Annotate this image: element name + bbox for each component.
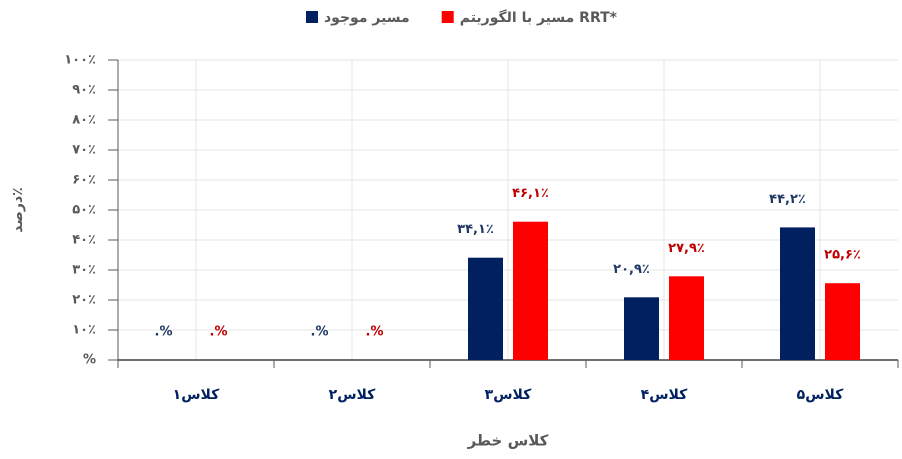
y-tick-label: ۶۰٪ — [72, 173, 96, 188]
bar — [825, 283, 860, 360]
x-tick-label: کلاس۳ — [485, 387, 532, 403]
y-tick-label: ۲۰٪ — [72, 293, 96, 308]
y-axis-label: درصد٪ — [10, 187, 26, 232]
y-tick-label: ۵۰٪ — [72, 203, 96, 218]
y-tick-label: ۷۰٪ — [72, 143, 96, 158]
value-label: ۲۰,۹٪ — [613, 262, 650, 277]
value-label: .% — [311, 325, 329, 340]
x-tick-label: کلاس۲ — [329, 387, 376, 403]
legend-swatch — [306, 11, 318, 23]
value-label: ۳۴,۱٪ — [457, 222, 494, 237]
value-label: ۲۵,۶٪ — [824, 248, 861, 263]
x-tick-label: کلاس۴ — [641, 387, 688, 403]
bar — [624, 297, 659, 360]
y-tick-label: ۳۰٪ — [72, 263, 96, 278]
bar — [669, 276, 704, 360]
y-tick-label: ۴۰٪ — [72, 233, 96, 248]
bar — [780, 227, 815, 360]
value-label: ۴۴,۲٪ — [769, 192, 806, 207]
y-tick-label: ۱۰۰٪ — [64, 53, 96, 68]
y-tick-label: % — [83, 353, 96, 368]
value-label: ۴۶,۱٪ — [512, 186, 549, 201]
legend-swatch — [441, 11, 454, 23]
legend-label: مسیر موجود — [324, 10, 410, 26]
value-label: .% — [155, 325, 173, 340]
y-tick-label: ۸۰٪ — [72, 113, 96, 128]
bar — [513, 221, 548, 360]
x-tick-label: کلاس۱ — [173, 387, 220, 403]
value-label: .% — [366, 325, 384, 340]
y-tick-label: ۱۰٪ — [72, 323, 96, 338]
x-tick-label: کلاس۵ — [797, 387, 844, 403]
y-tick-label: ۹۰٪ — [72, 83, 96, 98]
legend-label: مسیر با الگوریتم RRT* — [460, 9, 618, 26]
x-axis-label: کلاس خطر — [467, 432, 549, 450]
value-label: ۲۷,۹٪ — [668, 241, 705, 256]
value-label: .% — [210, 325, 228, 340]
bar — [468, 257, 503, 360]
